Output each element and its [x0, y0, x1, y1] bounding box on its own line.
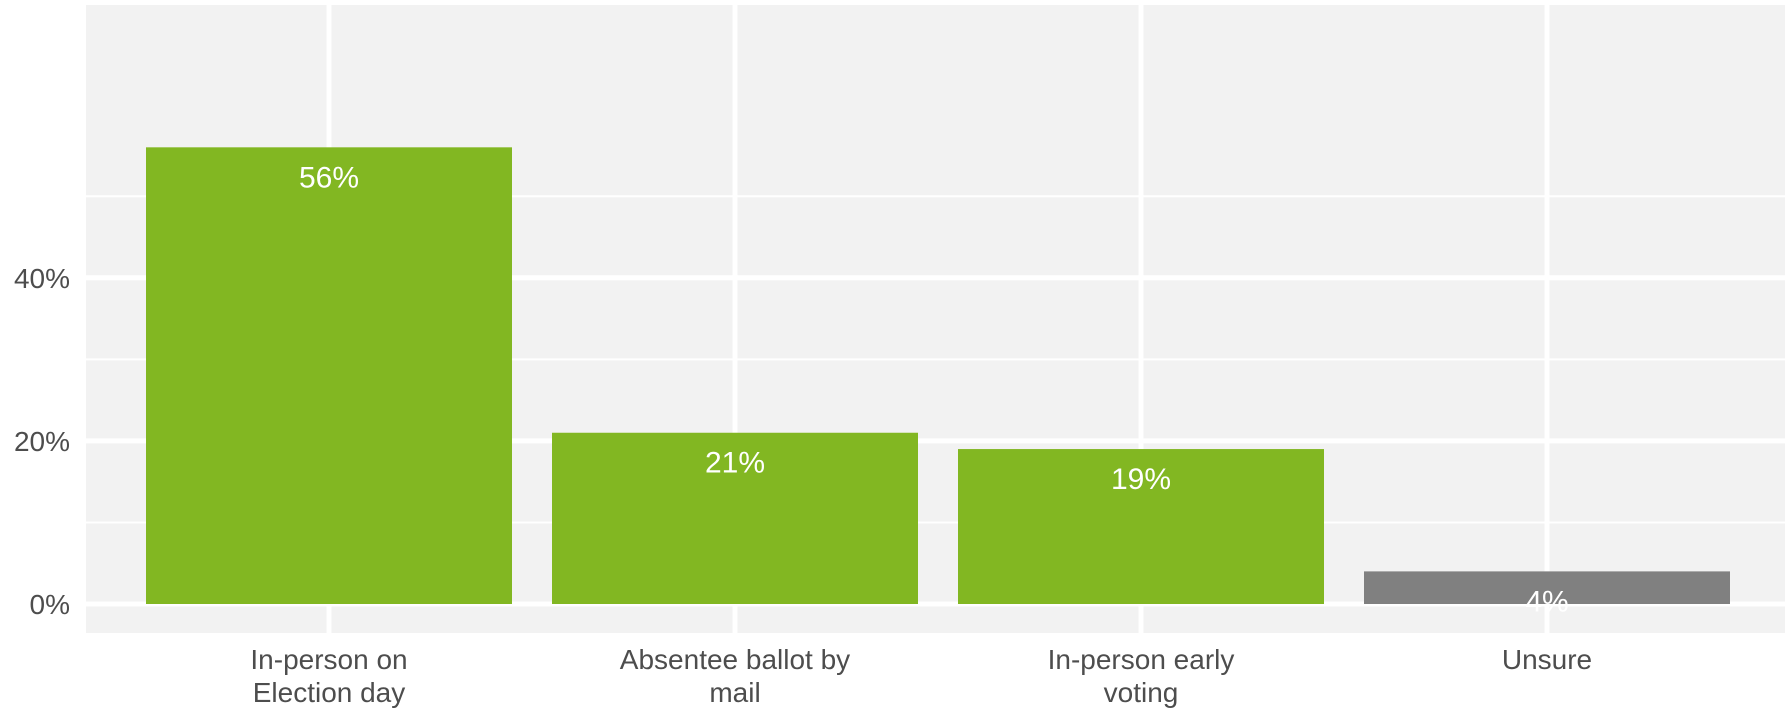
y-tick-label: 0%: [30, 589, 70, 620]
data-label: 21%: [705, 447, 765, 480]
data-label: 56%: [299, 161, 359, 194]
data-labels: 56% 21% 19% 4%: [299, 161, 1569, 618]
x-category-label-line: In-person early: [1048, 644, 1235, 675]
bar: [1364, 571, 1730, 604]
x-category-label: Unsure: [1502, 644, 1592, 675]
x-category-label: In-person early voting: [1048, 644, 1235, 708]
x-category-label-line: In-person on: [250, 644, 407, 675]
x-axis-category-labels: In-person on Election day Absentee ballot …: [250, 644, 1592, 708]
y-tick-label: 20%: [14, 426, 70, 457]
data-label: 19%: [1111, 463, 1171, 496]
x-category-label-line: voting: [1104, 677, 1179, 708]
bars: [146, 147, 1730, 604]
x-category-label-line: Election day: [253, 677, 406, 708]
x-category-label: In-person on Election day: [250, 644, 407, 708]
y-tick-label: 40%: [14, 263, 70, 294]
x-category-label-line: mail: [709, 677, 760, 708]
data-label: 4%: [1525, 585, 1568, 618]
y-axis-tick-labels: 0% 20% 40%: [14, 263, 70, 620]
x-category-label: Absentee ballot by mail: [620, 644, 850, 708]
bar: [958, 449, 1324, 604]
x-category-label-line: Absentee ballot by: [620, 644, 850, 675]
bar: [552, 432, 918, 604]
bar: [146, 147, 512, 604]
x-category-label-line: Unsure: [1502, 644, 1592, 675]
